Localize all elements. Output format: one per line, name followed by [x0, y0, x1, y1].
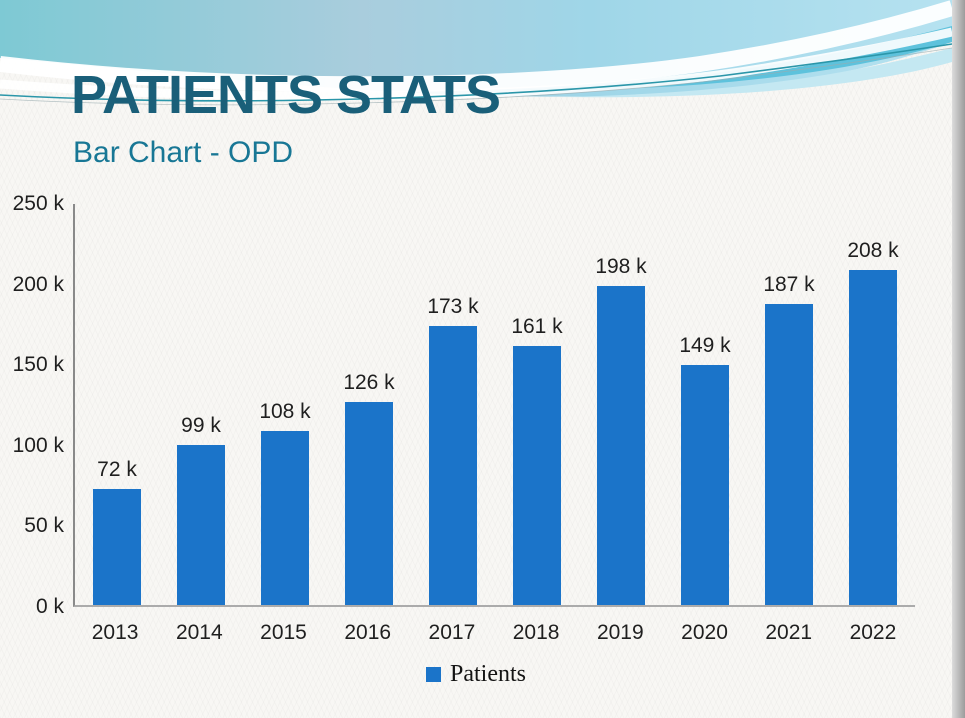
bar — [261, 430, 309, 605]
bar-value-label: 108 k — [259, 399, 311, 423]
x-axis-label: 2022 — [849, 621, 897, 644]
slide-subtitle: Bar Chart - OPD — [73, 136, 294, 169]
bar-value-label: 149 k — [679, 333, 731, 357]
y-axis-labels: 250 k 200 k 150 k 100 k 50 k 0 k — [0, 0, 64, 718]
y-axis-tick-label: 150 k — [12, 353, 64, 377]
header-wave-decoration — [0, 0, 952, 106]
legend-swatch-patients — [426, 666, 441, 682]
bar-value-label: 198 k — [595, 254, 647, 278]
bar — [345, 401, 393, 605]
bar — [513, 345, 561, 605]
bar — [765, 303, 813, 605]
bar-cell: 99 k — [177, 204, 225, 605]
bar — [93, 488, 141, 605]
y-axis-tick-label: 200 k — [12, 272, 64, 296]
bar-value-label: 208 k — [847, 238, 899, 262]
bar-value-label: 72 k — [97, 457, 137, 481]
x-axis-label: 2014 — [175, 621, 223, 644]
y-axis-tick-label: 50 k — [24, 514, 64, 538]
bar — [177, 445, 225, 605]
y-axis-tick-label: 250 k — [12, 192, 64, 215]
x-axis-label: 2021 — [765, 621, 813, 644]
x-axis-label: 2020 — [681, 621, 728, 644]
bar-cell: 72 k — [93, 204, 141, 605]
slide-title: PATIENTS STATS — [71, 65, 501, 125]
legend-label-patients: Patients — [450, 661, 526, 687]
x-axis-label: 2019 — [596, 621, 644, 644]
chart-legend: Patients — [0, 662, 952, 686]
bar-value-label: 173 k — [427, 295, 479, 319]
bar-cell: 161 k — [511, 204, 563, 605]
bar — [681, 364, 729, 605]
y-axis-tick-label: 0 k — [35, 595, 64, 618]
bar-cell: 126 k — [343, 204, 395, 605]
bar-cell: 173 k — [427, 204, 479, 605]
bar-cell: 108 k — [259, 204, 311, 605]
bar-cell: 208 k — [847, 204, 899, 605]
bar — [429, 326, 477, 605]
x-axis-label: 2015 — [260, 621, 307, 644]
bar — [597, 285, 645, 605]
y-axis-tick-label: 100 k — [12, 433, 64, 457]
plot-area: 72 k 99 k 108 k 126 k 173 k 161 k 198 k 149 k 18… — [73, 204, 915, 607]
x-axis-label: 2017 — [428, 621, 476, 644]
x-axis-label: 2013 — [91, 621, 139, 644]
x-axis-label: 2018 — [512, 621, 560, 644]
bar-value-label: 126 k — [343, 370, 395, 394]
bar-cell: 198 k — [595, 204, 647, 605]
canvas-right-gutter — [952, 0, 965, 718]
x-axis-label: 2016 — [344, 621, 392, 644]
x-axis-labels: 2013 2014 2015 2016 2017 2018 2019 2020 2021 2022 — [73, 621, 915, 645]
bar-cell: 187 k — [763, 204, 815, 605]
bar-value-label: 99 k — [181, 414, 221, 438]
bar-value-label: 161 k — [511, 314, 563, 338]
bar — [849, 269, 897, 605]
bar-value-label: 187 k — [763, 272, 815, 296]
bar-cell: 149 k — [679, 204, 731, 605]
